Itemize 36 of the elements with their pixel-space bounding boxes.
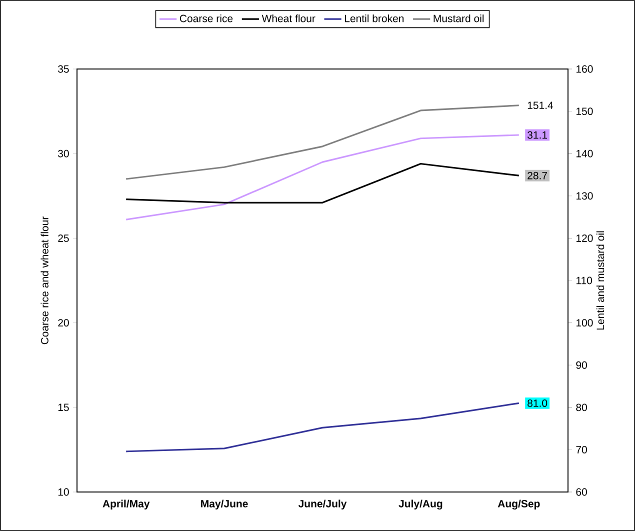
line-series [125, 402, 520, 452]
y-tick-label: 30 [58, 150, 69, 158]
y2-tick-label: 110 [576, 276, 592, 284]
x-tick-label: April/May [102, 500, 150, 510]
line-series [125, 104, 520, 180]
y-tick-label: 10 [58, 488, 69, 496]
data-label: 31.1 [527, 131, 548, 139]
data-label: 151.4 [528, 102, 554, 110]
y2-tick-label: 80 [576, 404, 587, 412]
y2-tick-label: 130 [576, 192, 593, 200]
y-tick-label: 15 [58, 404, 69, 412]
x-tick-label: June/July [298, 500, 347, 510]
y2-tick-label: 60 [576, 488, 587, 496]
legend-label: Mustard oil [434, 14, 484, 22]
y-tick-label: 20 [58, 319, 69, 327]
x-tick-label: Aug/Sep [498, 500, 540, 510]
data-label: 81.0 [528, 399, 548, 407]
y-axis-title: Coarse rice and wheat flour [40, 216, 48, 344]
y-tick-label: 25 [58, 234, 69, 242]
y2-tick-label: 70 [576, 446, 587, 454]
y2-tick-label: 160 [576, 65, 593, 73]
y2-axis-title: Lentil and mustard oil [596, 231, 604, 330]
x-tick-label: July/Aug [398, 500, 442, 510]
y2-tick-label: 140 [576, 150, 593, 158]
line-series [125, 134, 520, 220]
legend-label: Lentil broken [344, 14, 404, 22]
y2-tick-label: 90 [576, 361, 587, 369]
y2-tick-label: 120 [576, 234, 593, 242]
x-tick-label: May/June [201, 500, 248, 510]
y2-tick-label: 100 [576, 319, 593, 327]
legend-label: Coarse rice [180, 14, 233, 22]
data-label: 28.7 [528, 172, 547, 180]
y-tick-label: 35 [58, 65, 69, 73]
y2-tick-label: 150 [576, 108, 593, 116]
line-series [125, 162, 520, 204]
legend-label: Wheat flour [262, 14, 316, 22]
